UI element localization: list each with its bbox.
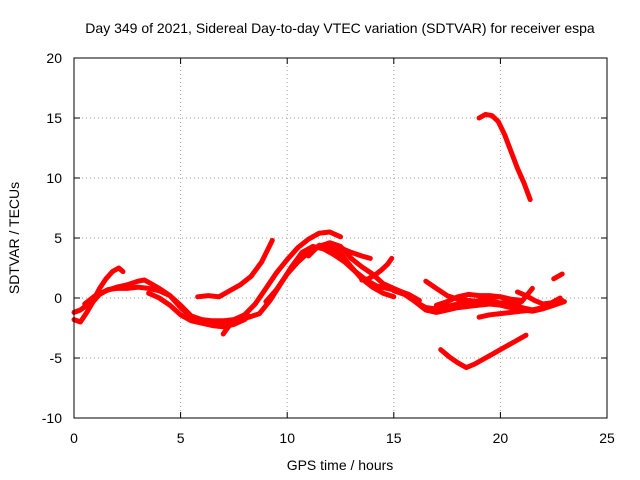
series-track-9 [306, 242, 397, 300]
y-tick-label: 10 [46, 170, 62, 186]
x-tick-label: 15 [386, 430, 402, 446]
x-tick-label: 20 [493, 430, 509, 446]
series-track-5 [195, 237, 275, 300]
x-axis-label: GPS time / hours [287, 457, 394, 473]
y-tick-label: 15 [46, 110, 62, 126]
series-track-20 [476, 111, 533, 203]
series-track-2 [71, 284, 248, 325]
series-track-18 [551, 271, 565, 282]
y-tick-label: 20 [46, 50, 62, 66]
series-track-15 [433, 291, 525, 308]
y-tick-label: 0 [54, 290, 62, 306]
x-tick-label: 25 [599, 430, 615, 446]
axis-ticks: 0 5 10 15 20 25 -10 -5 0 5 10 15 20 [42, 50, 615, 446]
series-track-14 [423, 278, 535, 307]
series-track-6 [220, 229, 343, 337]
chart-title: Day 349 of 2021, Sidereal Day-to-day VTE… [85, 20, 595, 36]
x-tick-label: 0 [70, 430, 78, 446]
plot-frame [73, 57, 608, 419]
y-axis-label: SDTVAR / TECUs [6, 182, 22, 294]
series-track-1 [71, 265, 126, 315]
y-tick-label: -10 [42, 410, 62, 426]
series-track-10 [331, 243, 373, 261]
y-tick-label: -5 [50, 350, 63, 366]
x-tick-label: 10 [279, 430, 295, 446]
x-tick-label: 5 [177, 430, 185, 446]
series-track-17 [515, 289, 563, 307]
y-tick-label: 5 [54, 230, 62, 246]
series-track-11 [359, 255, 395, 283]
series-track-4 [146, 290, 252, 330]
series-track-19 [438, 332, 529, 371]
data-series [71, 111, 567, 371]
series-track-3 [82, 277, 237, 327]
